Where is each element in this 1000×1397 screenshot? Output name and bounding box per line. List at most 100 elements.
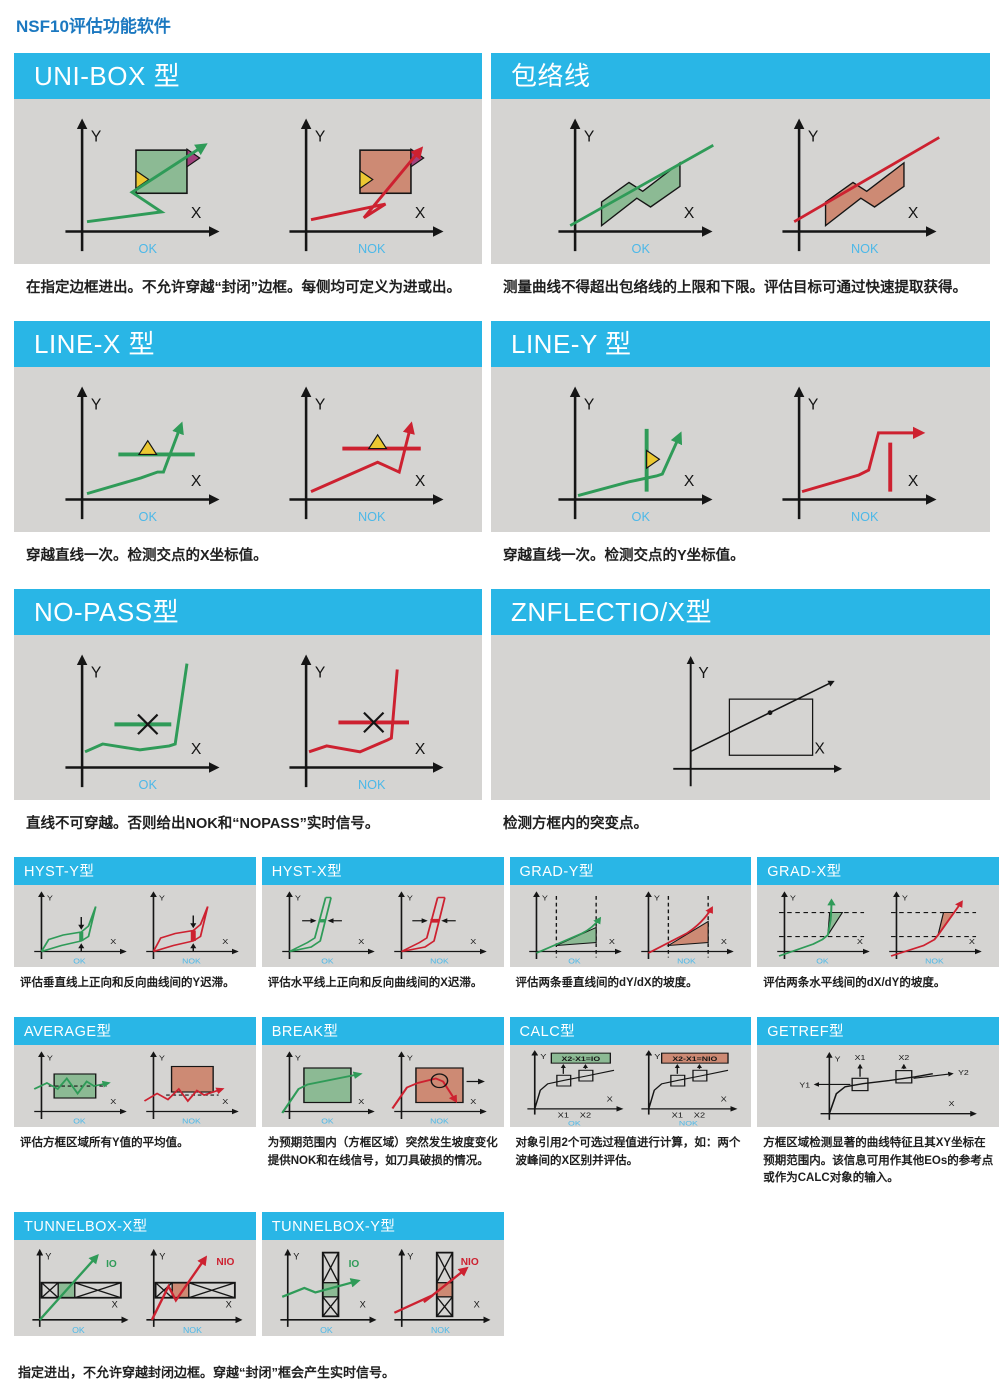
hystx-nok-chart: Y X NOK: [393, 891, 487, 965]
curve: [689, 680, 835, 752]
ok-curve: [569, 143, 714, 227]
section-calc-panel: Y X X2-X1=IO X1 X2 OK: [509, 1044, 752, 1127]
x-axis-label: X: [359, 1300, 365, 1310]
x-axis-label: X: [969, 937, 976, 946]
nok-label: NOK: [430, 957, 449, 965]
ok-curve: [577, 430, 682, 497]
nok-label: NOK: [431, 1326, 450, 1335]
tunnelboxx-nok-chart: Y X NIO NOK: [146, 1249, 243, 1335]
ok-label: OK: [568, 1119, 582, 1126]
linex-nok-chart: Y X NOK: [289, 386, 444, 524]
section-break-desc: 为预期范围内（方框区域）突然发生坡度变化提供NOK和在线信号，如刀具破损的情况。: [267, 1136, 498, 1167]
y-axis-label: Y: [91, 664, 102, 681]
axes: Y X: [32, 1249, 129, 1328]
section-getref-header: GETREF型: [757, 1016, 999, 1045]
nok-label: NOK: [358, 241, 386, 256]
axes: Y X: [529, 891, 623, 959]
getref-chart: Y X Y1 X1 X2 Y2: [800, 1051, 977, 1120]
section-znflectio-header: ZNFLECTIO/X型: [491, 589, 990, 635]
ok-label: OK: [320, 1326, 333, 1335]
x-axis-label: X: [358, 937, 365, 946]
section-unibox-header: UNI-BOX 型: [14, 53, 482, 99]
nok-curve: [310, 145, 424, 221]
feature-box-2: [895, 1069, 913, 1084]
section-envelope-desc: 测量曲线不得超出包络线的上限和下限。评估目标可通过快速提取获得。: [503, 280, 967, 296]
axes: Y X: [527, 1049, 624, 1115]
eval-box: [170, 1065, 214, 1093]
section-hysty-panel: Y X OK Y X: [14, 885, 256, 967]
axes: Y X: [777, 891, 870, 959]
y-axis-label: Y: [698, 664, 708, 681]
x1-label: X1: [672, 1111, 684, 1119]
x2-label: X2: [694, 1111, 706, 1119]
y-axis-label: Y: [315, 396, 326, 413]
section-liney-header: LINE-Y 型: [491, 321, 990, 367]
section-envelope: 包络线 Y X OK Y: [491, 53, 990, 297]
x-axis-label: X: [191, 740, 202, 757]
x1-label: X1: [558, 1111, 570, 1119]
row-unibox-envelope: UNI-BOX 型 Y X OK: [14, 53, 990, 297]
section-envelope-panel: Y X OK Y X NOK: [491, 99, 990, 264]
nio-label: NIO: [460, 1257, 478, 1268]
horizontal-guide-lines: [779, 911, 865, 938]
ok-curve: [86, 421, 184, 495]
section-linex-panel: Y X OK Y X: [14, 367, 482, 532]
y-axis-label: Y: [654, 893, 661, 902]
axes: Y X: [672, 655, 842, 786]
tunnelboxy-ok-chart: Y X IO OK: [279, 1249, 377, 1335]
page-title: NSF10评估功能软件: [16, 17, 171, 36]
axes: Y X: [393, 891, 487, 959]
section-break-header: BREAK型: [261, 1016, 504, 1045]
y-axis-label: Y: [807, 396, 818, 413]
hysty-nok-chart: Y X NOK: [146, 891, 239, 965]
section-tunnelboxy: TUNNELBOX-Y型 Y X: [261, 1212, 504, 1337]
y2-label: Y2: [958, 1069, 969, 1077]
eval-box: [359, 148, 412, 194]
formula-label: X2-X1=IO: [562, 1055, 601, 1063]
x-axis-label: X: [721, 1095, 728, 1103]
nok-label: NOK: [850, 509, 878, 524]
section-grady-header: GRAD-Y型: [509, 857, 752, 885]
curve: [828, 1072, 934, 1114]
section-nopass-header: NO-PASS型: [14, 589, 482, 635]
y-axis-label: Y: [407, 1053, 414, 1062]
ok-label: OK: [139, 241, 158, 256]
nok-curve: [393, 1266, 469, 1315]
nok-label: NOK: [358, 777, 386, 792]
axes: Y X: [146, 891, 239, 959]
tunnel-bar: [435, 1251, 453, 1318]
y-axis-label: Y: [91, 128, 102, 145]
y-axis-label: Y: [315, 128, 326, 145]
y-axis-label: Y: [159, 893, 166, 902]
section-tunnelboxy-header: TUNNELBOX-Y型: [261, 1212, 504, 1241]
tunnel-bar: [321, 1251, 339, 1318]
axes: Y X: [889, 891, 982, 959]
section-gradx-panel: Y X OK Y X: [757, 885, 999, 967]
feature-box-1: [851, 1077, 869, 1092]
section-linex-header: LINE-X 型: [14, 321, 482, 367]
nio-label: NIO: [216, 1257, 234, 1268]
section-getref: GETREF型 Y X Y1: [757, 1016, 999, 1188]
nok-curve: [801, 426, 925, 493]
y-axis-label: Y: [295, 1053, 302, 1062]
x-axis-label: X: [607, 1095, 614, 1103]
nok-label: NOK: [183, 1326, 202, 1335]
tunnel-gate: [436, 1282, 453, 1298]
y-axis-label: Y: [407, 893, 414, 902]
curve: [648, 1069, 729, 1109]
gradx-ok-chart: Y X OK: [777, 891, 870, 965]
nok-curve: [308, 668, 399, 753]
unibox-nok-chart: Y X NOK: [289, 118, 444, 256]
ok-label: OK: [631, 509, 650, 524]
axes: Y X: [781, 118, 937, 251]
x-axis-label: X: [112, 1300, 118, 1310]
grady-nok-chart: Y X NOK: [641, 891, 735, 965]
x-axis-label: X: [191, 204, 202, 221]
peak-box-2: [692, 1069, 708, 1082]
section-gradx-header: GRAD-X型: [757, 857, 999, 885]
ok-label: OK: [569, 957, 582, 965]
nok-label: NOK: [430, 1117, 449, 1125]
section-nopass-desc: 直线不可穿越。否则给出NOK和“NOPASS”实时信号。: [26, 816, 380, 832]
hysteresis-loop: [40, 906, 97, 953]
formula-box: [551, 1052, 612, 1064]
